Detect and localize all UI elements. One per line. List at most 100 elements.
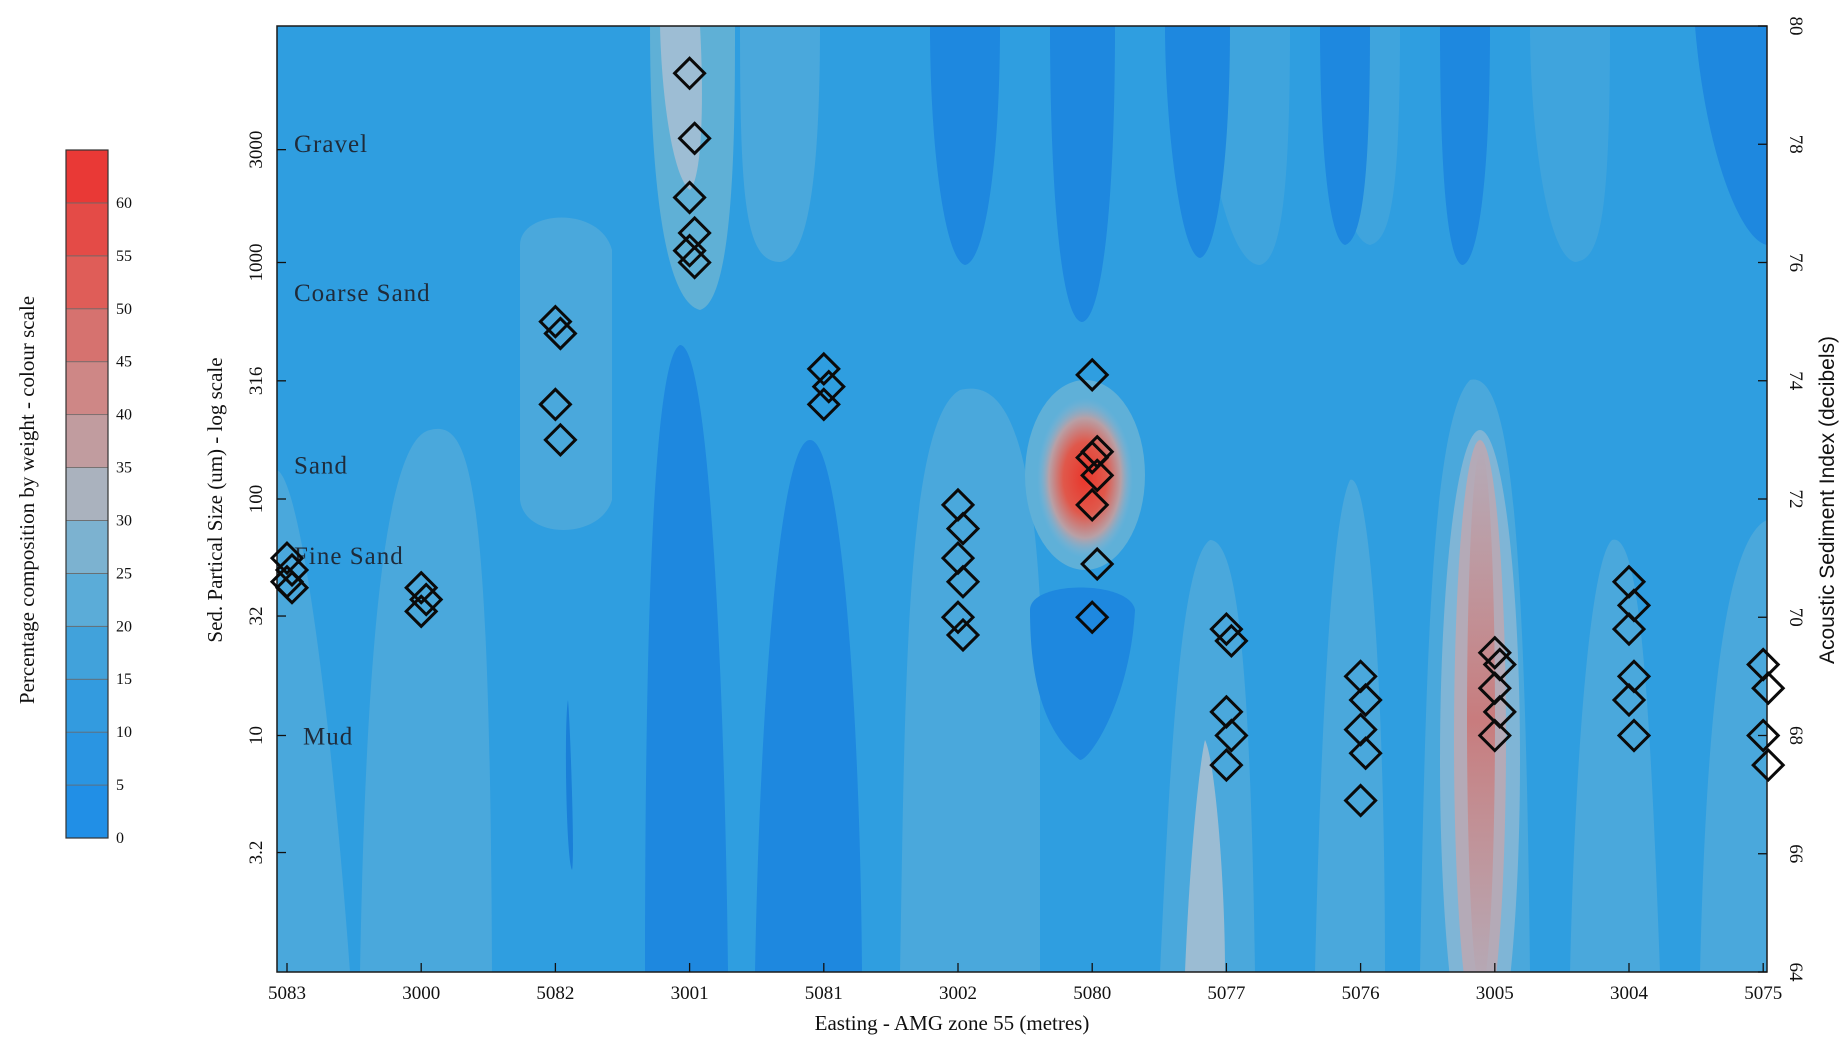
x-tick-label: 5075 xyxy=(1744,983,1782,1004)
data-marker xyxy=(269,541,305,576)
colorbar-band xyxy=(65,784,109,839)
colorbar: 0 5 10 15 20 25 30 35 40 45 50 55 60 xyxy=(65,149,132,847)
y-tick-label: 1000 xyxy=(246,244,267,282)
y2-axis-title: Acoustic Sediment Index (decibels) xyxy=(1816,336,1839,664)
y-tick-label: 10 xyxy=(246,726,267,745)
colorbar-tick-label: 0 xyxy=(116,830,124,847)
contour-band xyxy=(1320,26,1370,245)
colorbar-band xyxy=(65,678,109,733)
data-marker xyxy=(945,617,981,653)
colorbar-tick-label: 5 xyxy=(116,777,124,794)
colorbar-band xyxy=(65,149,109,204)
data-marker xyxy=(543,422,578,457)
data-marker xyxy=(677,245,712,280)
data-marker xyxy=(1214,718,1249,753)
y-axis-title: Sed. Partical Size (um) - log scale xyxy=(203,357,227,642)
data-marker xyxy=(940,600,976,635)
size-class-label: Mud xyxy=(303,724,353,751)
contour-band xyxy=(1030,587,1135,760)
data-marker xyxy=(543,316,578,351)
data-marker xyxy=(677,121,712,156)
data-marker xyxy=(409,582,444,617)
data-marker xyxy=(1746,718,1781,753)
y-tick-label: 3.2 xyxy=(246,841,267,865)
colorbar-band xyxy=(65,467,109,521)
size-class-label: Gravel xyxy=(294,131,368,158)
colorbar-tick-label: 40 xyxy=(116,407,132,424)
colorbar-tick-label: 25 xyxy=(116,565,132,582)
y-tick-label: 32 xyxy=(246,607,267,626)
colorbar-tick-label: 15 xyxy=(116,671,132,688)
size-class-labels: Gravel Coarse Sand Sand Fine Sand Mud xyxy=(294,131,430,751)
data-marker xyxy=(1343,783,1378,818)
colorbar-tick-label: 20 xyxy=(116,618,132,635)
y2-tick-label: 78 xyxy=(1785,135,1806,154)
x-tick-label: 3001 xyxy=(671,983,709,1004)
data-marker xyxy=(672,233,707,268)
y2-tick-label: 74 xyxy=(1785,371,1806,391)
colorbar-frame xyxy=(65,149,109,839)
x-axis-title: Easting - AMG zone 55 (metres) xyxy=(815,1011,1090,1035)
y-axis: 3.2 10 32 100 316 1000 3000 xyxy=(246,131,286,865)
contour-band xyxy=(1700,520,1767,972)
y2-tick-label: 68 xyxy=(1785,726,1806,745)
contour-bands xyxy=(277,26,1767,972)
colorbar-tick-label: 30 xyxy=(116,512,132,529)
data-marker xyxy=(274,552,310,588)
contour-band xyxy=(1570,539,1660,972)
data-marker xyxy=(1616,718,1652,753)
y-tick-label: 100 xyxy=(246,485,267,514)
x-tick-label: 5077 xyxy=(1207,983,1245,1004)
y2-tick-label: 72 xyxy=(1785,490,1806,509)
y2-tick-label: 66 xyxy=(1785,844,1806,863)
data-marker xyxy=(1348,682,1383,718)
data-marker xyxy=(1075,600,1110,635)
colorbar-tick-label: 55 xyxy=(116,248,132,265)
data-marker xyxy=(945,564,981,599)
data-marker xyxy=(404,594,439,629)
data-marker xyxy=(274,570,310,605)
colorbar-band xyxy=(65,572,109,627)
x-tick-label: 3004 xyxy=(1610,983,1649,1004)
contour-band xyxy=(740,26,820,262)
contour-band xyxy=(1467,450,1495,972)
contour-band xyxy=(1185,740,1225,972)
colorbar-tick-label: 50 xyxy=(116,301,132,318)
data-marker xyxy=(1075,440,1110,475)
colorbar-band xyxy=(65,731,109,786)
data-marker xyxy=(1611,611,1647,647)
x-tick-label: 5083 xyxy=(268,983,306,1004)
data-marker xyxy=(1348,736,1383,771)
data-marker xyxy=(1214,623,1249,659)
y2-tick-label: 70 xyxy=(1785,608,1806,627)
y2-tick-label: 76 xyxy=(1785,253,1806,272)
contour-band xyxy=(565,700,573,870)
data-marker xyxy=(1477,635,1512,670)
acoustic-index-markers xyxy=(269,56,1786,818)
colorbar-tick-label: 45 xyxy=(116,354,132,371)
data-marker xyxy=(1751,747,1786,783)
x-tick-label: 3000 xyxy=(402,983,440,1004)
data-marker xyxy=(1209,611,1244,647)
colorbar-band xyxy=(65,202,109,257)
contour-band xyxy=(930,26,1000,265)
colorbar-tick-label: 60 xyxy=(116,195,132,212)
colorbar-title: Percentage composition by weight - colou… xyxy=(15,296,39,704)
x-tick-label: 3002 xyxy=(939,983,977,1004)
data-marker xyxy=(1075,357,1110,392)
x-axis: 5083 3000 5082 3001 5081 3002 5080 5077 5076 3005… xyxy=(268,963,1782,1004)
data-marker xyxy=(1080,546,1115,582)
size-class-label: Sand xyxy=(294,452,348,479)
y2-tick-label: 80 xyxy=(1785,17,1806,36)
contour-band xyxy=(520,217,612,530)
colorbar-band xyxy=(65,414,109,468)
data-marker xyxy=(945,511,981,546)
size-class-label: Fine Sand xyxy=(294,543,404,570)
x-tick-label: 5081 xyxy=(805,983,843,1004)
contour-band xyxy=(360,428,492,972)
data-marker xyxy=(806,351,841,387)
contour-band xyxy=(1165,26,1230,258)
contour-band xyxy=(1050,26,1115,322)
data-marker xyxy=(806,387,841,422)
y2-axis: 64 66 68 70 72 74 76 78 80 xyxy=(1758,17,1806,982)
